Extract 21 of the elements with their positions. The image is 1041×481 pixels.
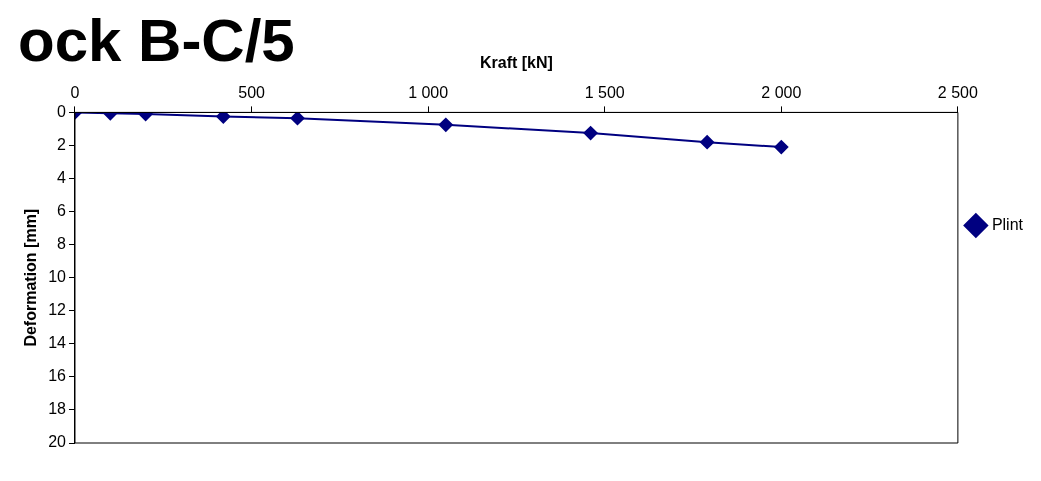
x-tick-label: 2 500 <box>937 84 978 102</box>
y-tick-label: 14 <box>48 334 67 352</box>
x-tick-label: 500 <box>238 84 266 102</box>
legend-label: Plint <box>991 215 1024 233</box>
x-axis-title: Kraft [kN] <box>479 54 553 72</box>
y-tick-label: 8 <box>57 235 67 253</box>
y-tick-label: 6 <box>57 201 67 219</box>
y-tick-label: 18 <box>48 400 67 418</box>
y-tick-label: 0 <box>57 102 67 120</box>
y-tick-label: 4 <box>57 168 67 186</box>
x-tick-label: 1 500 <box>584 84 625 102</box>
x-tick-label: 0 <box>70 84 80 102</box>
y-tick-label: 12 <box>48 301 67 319</box>
y-tick-label: 16 <box>48 367 67 385</box>
y-axis-title: Deformation [mm] <box>22 208 40 347</box>
y-tick-label: 10 <box>48 268 67 286</box>
x-tick-label: 1 000 <box>408 84 449 102</box>
y-tick-label: 2 <box>57 135 67 153</box>
x-tick-label: 2 000 <box>761 84 802 102</box>
y-tick-label: 20 <box>48 433 67 451</box>
chart-title: ock B-C/5 <box>18 6 295 74</box>
